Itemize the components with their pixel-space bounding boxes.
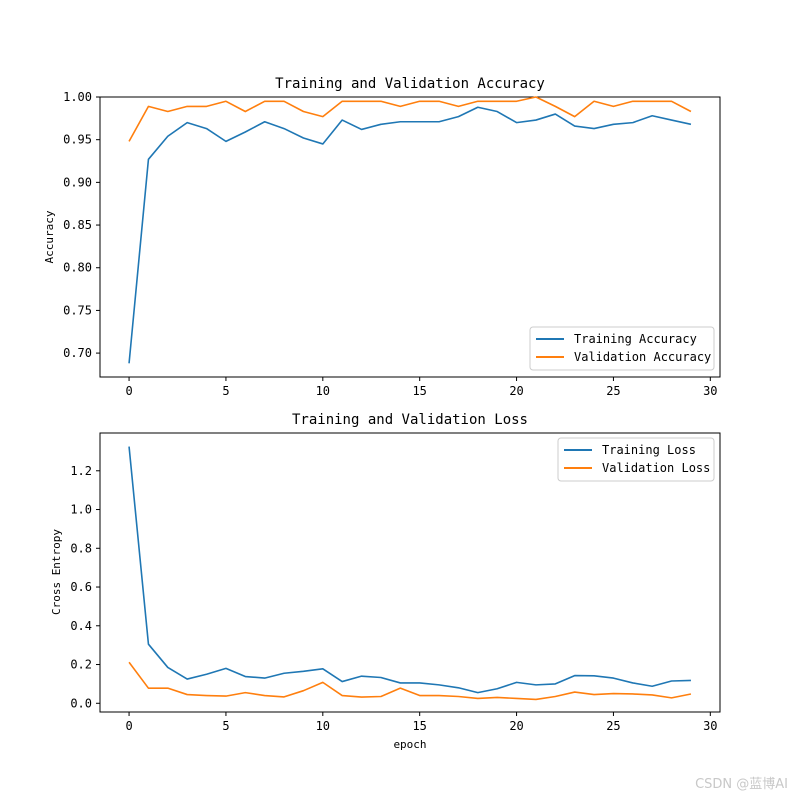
accuracy-y-tick-label: 0.70 <box>63 346 92 360</box>
accuracy-line-training <box>128 106 692 364</box>
accuracy-y-tick-label: 1.00 <box>63 90 92 104</box>
loss-x-tick-label: 20 <box>509 719 523 733</box>
accuracy-x-tick-label: 5 <box>222 384 229 398</box>
loss-y-ticks: 0.0 0.2 0.4 0.6 0.8 1.0 1.2 <box>70 464 100 710</box>
loss-legend: Training Loss Validation Loss <box>557 437 715 482</box>
loss-line-validation <box>128 661 692 701</box>
accuracy-line-validation <box>128 96 692 142</box>
loss-x-tick-label: 10 <box>316 719 330 733</box>
watermark: CSDN @蓝博AI <box>695 777 788 792</box>
loss-y-tick-label: 0.4 <box>70 619 92 633</box>
accuracy-legend-label-validation: Validation Accuracy <box>574 350 711 364</box>
accuracy-y-tick-label: 0.75 <box>63 303 92 317</box>
accuracy-x-tick-label: 25 <box>606 384 620 398</box>
loss-legend-label-training: Training Loss <box>602 443 696 457</box>
loss-y-tick-label: 0.6 <box>70 580 92 594</box>
loss-y-tick-label: 0.8 <box>70 541 92 555</box>
accuracy-x-tick-label: 30 <box>703 384 717 398</box>
loss-x-axis-label: epoch <box>393 738 426 751</box>
loss-x-tick-label: 15 <box>412 719 426 733</box>
accuracy-y-tick-label: 0.95 <box>63 133 92 147</box>
loss-title: Training and Validation Loss <box>292 412 528 428</box>
loss-plot: Training and Validation Loss 0 5 10 15 20 25 3… <box>50 412 721 751</box>
accuracy-x-tick-label: 10 <box>316 384 330 398</box>
accuracy-x-tick-label: 20 <box>509 384 523 398</box>
accuracy-y-tick-label: 0.85 <box>63 218 92 232</box>
loss-legend-label-validation: Validation Loss <box>602 461 710 475</box>
accuracy-y-tick-label: 0.90 <box>63 175 92 189</box>
accuracy-axes-frame <box>99 96 721 378</box>
accuracy-series <box>128 96 692 364</box>
loss-y-tick-label: 1.0 <box>70 503 92 517</box>
accuracy-legend: Training Accuracy Validation Accuracy <box>529 326 715 371</box>
accuracy-y-tick-label: 0.80 <box>63 261 92 275</box>
accuracy-plot: Training and Validation Accuracy 0 5 10 15 2… <box>43 76 721 398</box>
loss-series <box>128 446 692 701</box>
accuracy-y-ticks: 0.70 0.75 0.80 0.85 0.90 0.95 1.00 <box>63 90 100 360</box>
accuracy-y-axis-label: Accuracy <box>43 210 56 263</box>
loss-y-axis-label: Cross Entropy <box>50 529 63 615</box>
accuracy-x-tick-label: 15 <box>412 384 426 398</box>
loss-line-training <box>128 446 691 694</box>
loss-y-tick-label: 1.2 <box>70 464 92 478</box>
loss-y-tick-label: 0.2 <box>70 658 92 672</box>
loss-axes-frame <box>99 432 721 713</box>
loss-x-ticks: 0 5 10 15 20 25 30 <box>125 712 718 733</box>
loss-legend-box <box>557 437 715 482</box>
accuracy-title: Training and Validation Accuracy <box>275 76 545 92</box>
loss-x-tick-label: 30 <box>703 719 717 733</box>
loss-x-tick-label: 5 <box>222 719 229 733</box>
loss-x-tick-label: 25 <box>606 719 620 733</box>
accuracy-x-tick-label: 0 <box>125 384 132 398</box>
accuracy-x-ticks: 0 5 10 15 20 25 30 <box>125 377 718 398</box>
loss-x-tick-label: 0 <box>125 719 132 733</box>
accuracy-legend-box <box>529 326 715 371</box>
loss-y-tick-label: 0.0 <box>70 696 92 710</box>
accuracy-legend-label-training: Training Accuracy <box>574 332 697 346</box>
